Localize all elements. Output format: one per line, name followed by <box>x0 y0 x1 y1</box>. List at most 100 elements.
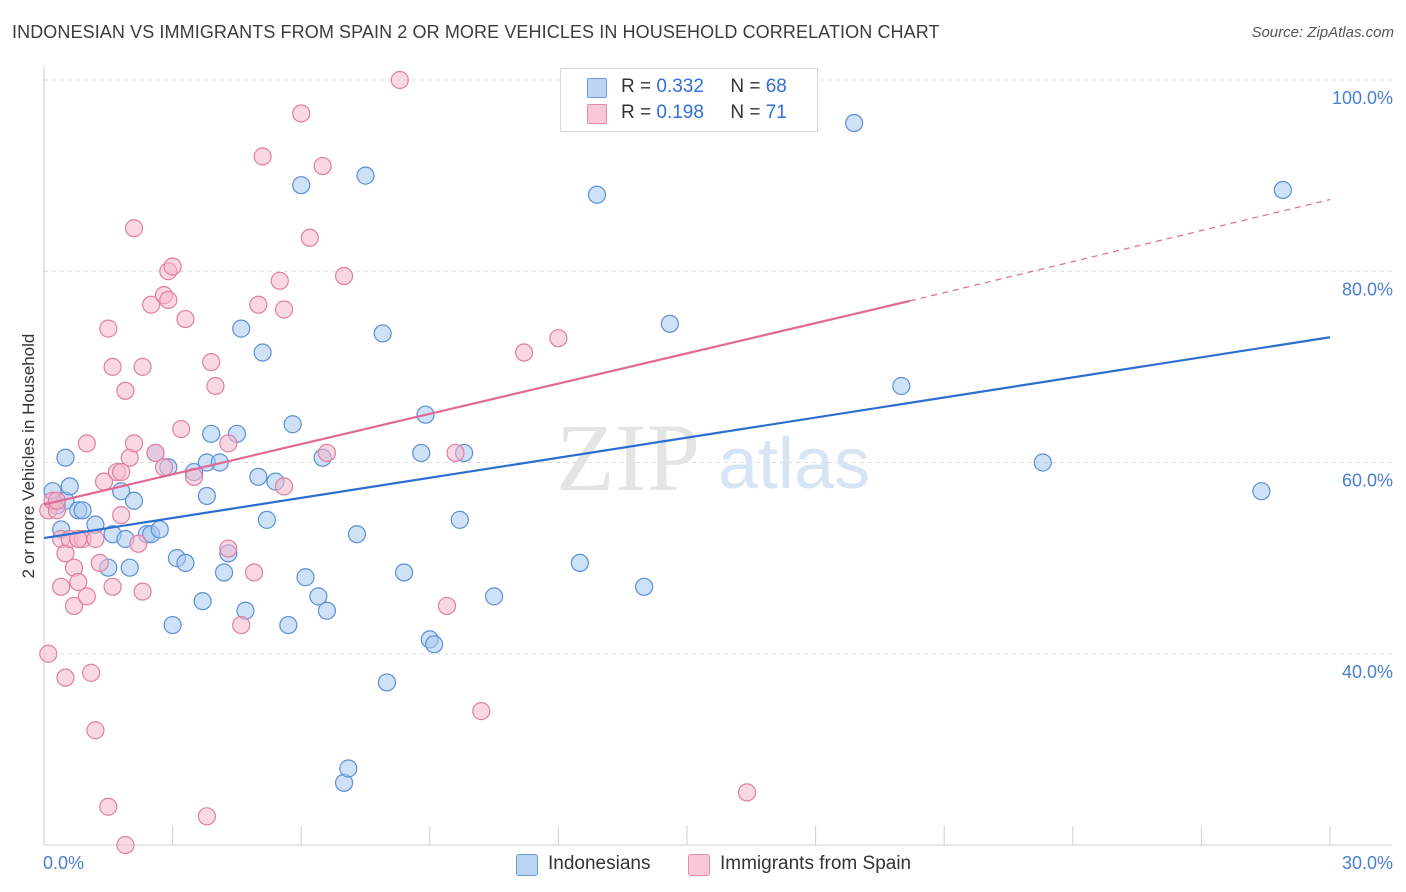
data-point-indonesians <box>176 553 195 573</box>
data-point-spain <box>112 505 131 525</box>
data-point-spain <box>82 663 101 682</box>
data-point-indonesians <box>892 376 911 396</box>
trend-line-indonesians <box>43 336 1331 540</box>
series-indonesians <box>43 113 1292 792</box>
axes <box>43 66 1392 846</box>
watermark: ZIP atlas <box>556 404 870 511</box>
legend-r-label: R = <box>621 102 652 123</box>
y-tick-label: 60.0% <box>1342 471 1393 491</box>
trend-lines <box>43 198 1331 540</box>
data-point-indonesians <box>317 601 337 620</box>
data-point-spain <box>334 266 354 286</box>
data-point-spain <box>77 434 96 453</box>
data-point-indonesians <box>1273 180 1292 200</box>
data-point-spain <box>52 577 71 596</box>
data-point-spain <box>146 443 165 463</box>
legend-r-value-indonesians: 0.332 <box>656 76 704 97</box>
data-point-spain <box>103 577 122 596</box>
data-point-indonesians <box>1033 453 1052 472</box>
watermark-zip: ZIP <box>556 404 700 511</box>
data-point-spain <box>249 295 268 314</box>
data-point-indonesians <box>424 635 444 654</box>
data-point-spain <box>154 458 174 477</box>
legend-r-label: R = <box>621 76 652 97</box>
data-point-indonesians <box>279 615 298 635</box>
data-point-spain <box>317 443 337 463</box>
data-point-spain <box>116 381 135 400</box>
watermark-atlas: atlas <box>718 424 870 504</box>
data-point-indonesians <box>214 563 234 582</box>
tick-labels: 40.0% 60.0% 80.0% 100.0% 0.0% 30.0% <box>43 88 1393 873</box>
series-legend: Indonesians Immigrants from Spain <box>0 852 1406 876</box>
chart-title: INDONESIAN VS IMMIGRANTS FROM SPAIN 2 OR… <box>12 22 940 42</box>
data-point-indonesians <box>150 520 169 539</box>
data-point-indonesians <box>232 319 251 338</box>
y-axis-title: 2 or more Vehicles in Household <box>19 334 38 579</box>
data-point-indonesians <box>339 759 358 778</box>
data-point-indonesians <box>1252 482 1271 501</box>
data-point-indonesians <box>356 166 375 185</box>
series-spain <box>39 70 757 855</box>
data-point-indonesians <box>193 592 212 611</box>
data-point-indonesians <box>587 185 607 204</box>
data-point-spain <box>112 462 131 482</box>
data-point-spain <box>253 147 272 166</box>
data-point-spain <box>300 228 319 247</box>
data-point-spain <box>206 376 225 396</box>
data-point-spain <box>39 644 58 663</box>
data-point-indonesians <box>373 324 392 343</box>
data-point-spain <box>99 797 118 816</box>
data-point-spain <box>69 529 88 549</box>
data-point-indonesians <box>124 491 144 510</box>
data-point-indonesians <box>292 176 311 195</box>
data-point-spain <box>86 529 105 549</box>
x-tick-label: 30.0% <box>1342 853 1393 873</box>
data-point-indonesians <box>249 467 268 486</box>
data-point-spain <box>390 70 409 90</box>
legend-swatch-spain <box>688 854 710 876</box>
data-point-spain <box>437 596 457 616</box>
data-point-spain <box>274 477 294 496</box>
data-point-spain <box>219 539 238 558</box>
y-tick-label: 80.0% <box>1342 279 1393 299</box>
legend-label-spain: Immigrants from Spain <box>720 853 912 874</box>
data-point-spain <box>124 434 144 453</box>
data-point-spain <box>737 783 757 802</box>
y-tick-label: 100.0% <box>1332 88 1393 108</box>
correlation-legend: R = 0.332 N = 68 R = 0.198 N = 71 <box>560 68 818 132</box>
data-point-spain <box>69 572 88 592</box>
data-point-indonesians <box>202 424 221 443</box>
data-point-spain <box>142 295 161 314</box>
data-point-spain <box>176 309 195 329</box>
data-point-indonesians <box>394 563 414 582</box>
data-point-spain <box>515 343 534 362</box>
legend-swatch-indonesians <box>516 854 538 876</box>
data-point-indonesians <box>377 673 397 692</box>
data-point-spain <box>129 534 148 553</box>
data-point-spain <box>64 596 84 616</box>
legend-n-value-spain: 71 <box>765 102 787 123</box>
data-point-indonesians <box>450 510 469 529</box>
data-point-indonesians <box>485 587 504 606</box>
data-point-spain <box>292 104 311 123</box>
data-point-spain <box>86 721 105 740</box>
data-point-spain <box>549 329 568 348</box>
data-point-indonesians <box>120 558 139 577</box>
grid-lines <box>44 79 1392 655</box>
legend-swatch-indonesians <box>587 78 607 98</box>
data-point-spain <box>90 553 109 573</box>
data-point-spain <box>219 434 238 453</box>
data-point-indonesians <box>73 501 92 520</box>
data-point-indonesians <box>412 443 431 463</box>
data-point-indonesians <box>660 314 679 333</box>
source-label: Source: ZipAtlas.com <box>1251 24 1394 41</box>
data-point-indonesians <box>163 615 182 635</box>
data-point-indonesians <box>283 415 302 434</box>
data-point-spain <box>163 257 182 276</box>
data-point-indonesians <box>347 525 367 544</box>
data-point-spain <box>197 807 216 826</box>
data-point-spain <box>159 290 178 310</box>
data-point-indonesians <box>257 510 277 529</box>
data-point-spain <box>116 835 135 855</box>
